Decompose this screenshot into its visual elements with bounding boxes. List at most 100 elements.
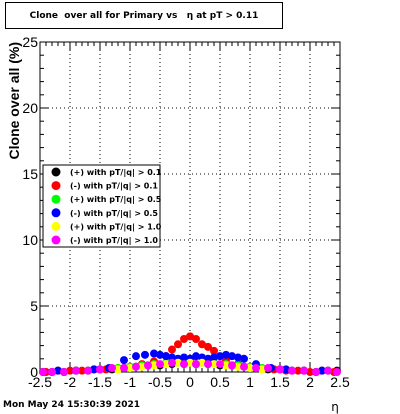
data-point: [288, 366, 296, 375]
data-point: [156, 350, 164, 359]
x-tick-label: 1: [246, 374, 254, 390]
legend-marker: [51, 235, 61, 245]
data-point: [186, 332, 194, 341]
y-tick-label: 5: [30, 298, 38, 314]
data-point: [192, 335, 200, 343]
data-point: [318, 366, 326, 375]
data-point: [240, 362, 248, 371]
data-point: [180, 353, 188, 362]
data-point: [180, 360, 188, 369]
legend-marker: [51, 167, 61, 177]
data-point: [228, 352, 236, 361]
data-point: [168, 345, 176, 354]
x-tick-label: -0.5: [148, 374, 172, 390]
data-point: [204, 342, 212, 351]
data-point: [39, 368, 47, 376]
data-point: [174, 340, 182, 349]
legend-label: (+) with pT/|q| > 0.5: [70, 195, 162, 204]
data-point: [264, 364, 272, 373]
data-points: [39, 332, 341, 376]
data-point: [48, 368, 56, 376]
data-point: [216, 352, 224, 361]
tick-labels: -2.5 -2 -1.5 -1 -0.5 0 0.5 1 1.5 2 2.5 0 5 10 15 20 25: [22, 34, 350, 390]
legend-label: (-) with pT/|q| > 0.1: [70, 182, 158, 191]
legend-marker: [51, 208, 61, 218]
data-point: [204, 360, 212, 369]
data-point: [210, 360, 218, 369]
data-point: [60, 368, 68, 376]
data-point: [216, 360, 224, 369]
data-point: [234, 362, 242, 371]
legend-label: (+) with pT/|q| > 0.1: [70, 168, 162, 177]
data-point: [150, 349, 158, 358]
data-point: [312, 368, 320, 376]
data-point: [294, 366, 302, 375]
legend: (+) with pT/|q| > 0.1 (-) with pT/|q| > 0…: [42, 164, 162, 248]
data-point: [72, 366, 80, 375]
data-point: [141, 350, 149, 359]
legend-box: [42, 164, 161, 248]
timestamp: Mon May 24 15:30:39 2021: [3, 400, 141, 410]
x-tick-label: 2.5: [330, 374, 350, 390]
series-6: [39, 358, 341, 376]
data-point: [54, 366, 62, 375]
x-tick-label: -2: [64, 374, 77, 390]
x-tick-label: -1.5: [88, 374, 112, 390]
data-point: [198, 340, 206, 349]
data-point: [132, 352, 140, 361]
legend-label: (-) with pT/|q| > 1.0: [70, 236, 158, 245]
series-5: [114, 358, 266, 374]
x-tick-label: 0: [186, 374, 194, 390]
data-point: [228, 361, 236, 370]
y-tick-label: 10: [22, 232, 38, 248]
y-tick-label: 20: [22, 100, 38, 116]
data-point: [150, 361, 158, 370]
data-point: [210, 353, 218, 362]
x-tick-label: -1: [124, 374, 137, 390]
data-point: [258, 365, 266, 374]
data-point: [246, 364, 254, 373]
data-point: [144, 361, 152, 370]
x-tick-label: -2.5: [28, 374, 52, 390]
data-point: [162, 360, 170, 369]
data-point: [156, 360, 164, 369]
y-tick-label: 25: [22, 34, 38, 50]
x-tick-label: 0.5: [210, 374, 230, 390]
data-point: [210, 346, 218, 355]
data-point: [126, 364, 134, 373]
data-point: [180, 335, 188, 343]
data-point: [84, 366, 92, 375]
data-point: [174, 358, 182, 367]
x-tick-label: 2: [306, 374, 314, 390]
data-point: [138, 362, 146, 371]
data-point: [162, 352, 170, 361]
data-point: [234, 353, 242, 362]
legend-label: (-) with pT/|q| > 0.5: [70, 209, 158, 218]
legend-marker: [51, 221, 61, 231]
legend-label: (+) with pT/|q| > 1.0: [70, 222, 162, 231]
x-axis-title: η: [331, 400, 339, 414]
data-point: [66, 366, 74, 375]
data-point: [132, 362, 140, 371]
data-point: [222, 361, 230, 370]
x-tick-label: 1.5: [270, 374, 290, 390]
data-point: [192, 352, 200, 361]
data-point: [324, 366, 332, 375]
data-point: [90, 365, 98, 374]
data-point: [192, 360, 200, 369]
data-point: [96, 365, 104, 374]
data-point: [120, 356, 128, 365]
data-point: [333, 368, 341, 376]
y-axis-title: Clone over all (%): [6, 42, 22, 159]
data-point: [108, 364, 116, 373]
data-point: [306, 368, 314, 376]
data-point: [252, 364, 260, 373]
data-point: [222, 350, 230, 359]
chart-title: Clone over all for Primary vs η at pT > …: [5, 2, 283, 29]
legend-marker: [51, 181, 61, 191]
data-point: [78, 366, 86, 375]
y-tick-label: 0: [30, 364, 38, 380]
data-point: [168, 358, 176, 367]
data-point: [276, 365, 284, 374]
